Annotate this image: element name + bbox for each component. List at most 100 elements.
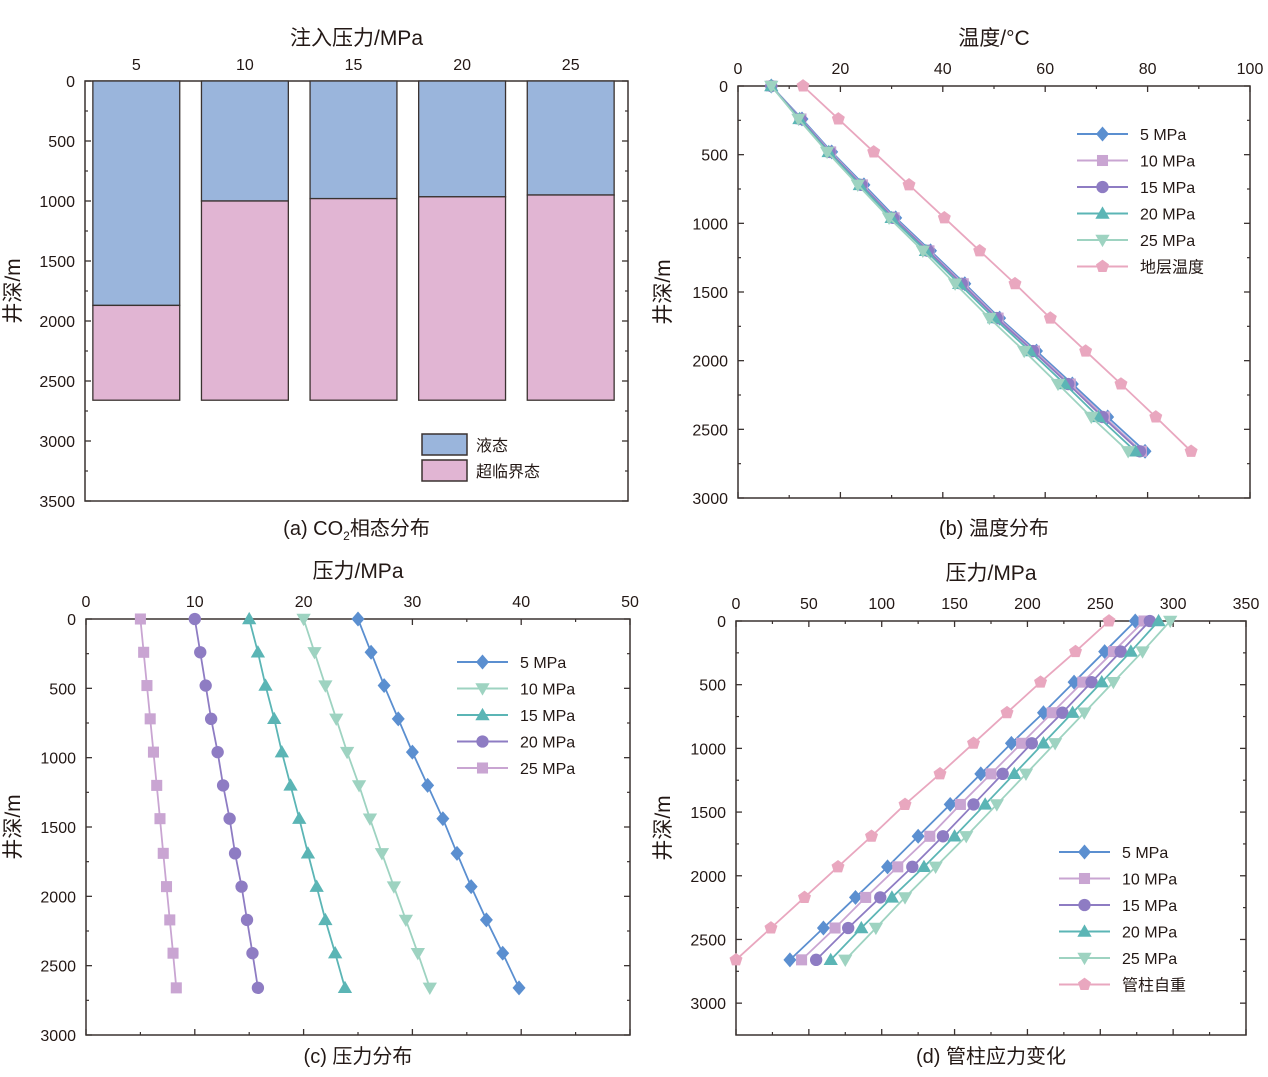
data-point: [1007, 766, 1022, 780]
series-line: [357, 618, 520, 989]
y-tick-label: 3500: [39, 494, 75, 511]
series-25-MPa: [838, 615, 1178, 967]
data-point: [985, 768, 997, 780]
y-tick-label: 1000: [692, 216, 728, 233]
data-point: [809, 953, 823, 967]
data-point: [1043, 311, 1057, 324]
data-point: [421, 777, 435, 793]
x-tick-label: 300: [1160, 596, 1187, 613]
data-point: [989, 799, 1004, 812]
y-tick-label: 2500: [690, 932, 726, 949]
legend-marker: [1096, 154, 1109, 167]
data-point: [364, 644, 378, 660]
series-line: [770, 85, 1136, 452]
y-tick-label: 500: [48, 134, 75, 151]
data-point: [362, 813, 378, 826]
series-15-MPa: [809, 614, 1157, 967]
x-tick-label: 0: [734, 61, 743, 78]
data-point: [204, 712, 218, 726]
x-tick-label: 25: [562, 57, 580, 74]
data-point: [391, 711, 405, 727]
data-point: [242, 611, 257, 625]
x-tick-label: 10: [186, 594, 204, 611]
bar-segment: [309, 197, 398, 401]
data-point: [911, 828, 925, 844]
x-tick-label: 10: [236, 57, 254, 74]
data-point: [157, 847, 169, 859]
data-point: [892, 861, 904, 873]
series-10-MPa: [796, 615, 1150, 966]
y-tick-label: 2000: [690, 869, 726, 886]
data-point: [296, 613, 311, 627]
data-point: [860, 891, 872, 903]
data-point: [796, 954, 808, 966]
data-point: [164, 914, 176, 926]
data-point: [1084, 411, 1099, 425]
legend-marker: [1096, 126, 1109, 142]
data-point: [351, 611, 365, 627]
data-point: [729, 953, 743, 966]
data-point: [479, 912, 493, 928]
x-tick-label: 5: [132, 57, 141, 74]
legend: 5 MPa 10 MPa 15 MPa 20 MPa 25 MPa: [457, 654, 575, 778]
legend-marker: [1078, 977, 1091, 991]
series-15-MPa: [242, 611, 353, 994]
data-point: [351, 780, 367, 793]
y-tick-label: 3000: [39, 434, 75, 451]
data-point: [1151, 613, 1166, 627]
data-point: [167, 947, 179, 959]
panel-c: 0 500 1000 1500 2000 2500 3000 0 10 20 30 40 50 压力/MP…: [2, 560, 639, 1068]
data-point: [250, 645, 266, 658]
legend-label: 10 MPa: [1122, 872, 1177, 889]
data-point: [974, 766, 988, 782]
legend-swatch: [421, 433, 468, 456]
y-tick-label: 500: [701, 148, 728, 165]
data-point: [144, 713, 156, 725]
data-point: [1034, 675, 1048, 688]
y-tick-label: 1000: [39, 194, 75, 211]
data-point: [337, 980, 353, 994]
data-point: [1077, 707, 1092, 720]
y-tick-label: 1000: [40, 751, 76, 768]
series-line: [800, 620, 1145, 961]
data-point: [170, 982, 182, 994]
panel-d: 0 500 1000 1500 2000 2500 3000 0 50 100 150 200 250 3…: [652, 562, 1259, 1068]
data-point: [267, 711, 282, 725]
data-point: [954, 798, 966, 810]
x-tick-label: 150: [941, 596, 968, 613]
y-tick-label: 0: [67, 612, 76, 629]
legend-marker: [476, 654, 489, 670]
data-point: [235, 880, 248, 893]
series-20-MPa: [823, 613, 1166, 966]
data-point: [967, 798, 980, 811]
series-line: [770, 85, 1146, 452]
series-管柱自重: [729, 614, 1116, 966]
data-point: [906, 860, 919, 874]
y-tick-label: 3000: [40, 1028, 76, 1045]
data-point: [884, 890, 900, 903]
data-point: [848, 889, 862, 905]
data-point: [138, 646, 150, 658]
x-tick-label: 50: [621, 594, 639, 611]
data-point: [823, 952, 838, 966]
legend-label: 5 MPa: [1140, 127, 1186, 144]
data-point: [1017, 345, 1032, 359]
data-point: [223, 812, 236, 825]
legend-marker: [475, 707, 490, 721]
panel-a: 0 500 1000 1500 2000 2500 3000 3500 5 10 15 20 25 注入压…: [2, 27, 629, 543]
y-tick-label: 1500: [690, 805, 726, 822]
data-point: [967, 736, 981, 749]
y-tick-label: 2000: [39, 314, 75, 331]
data-point: [339, 746, 355, 760]
series-20-MPa: [188, 612, 265, 995]
y-tick-label: 500: [49, 681, 76, 698]
y-tick-label: 3000: [692, 491, 728, 508]
data-point: [374, 848, 390, 861]
data-point: [1036, 736, 1051, 749]
data-point: [228, 847, 242, 860]
data-point: [405, 744, 419, 760]
legend-label: 20 MPa: [1122, 925, 1177, 942]
x-tick-label: 40: [934, 61, 952, 78]
series-5-MPa: [764, 78, 1152, 459]
data-point: [936, 830, 950, 843]
